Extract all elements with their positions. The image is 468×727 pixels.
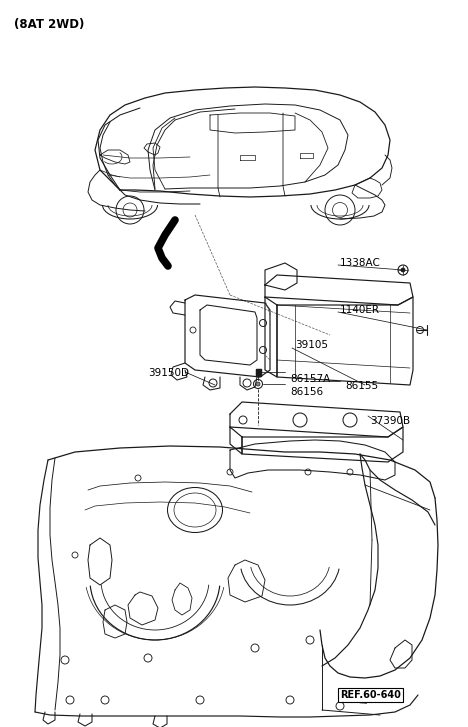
Circle shape bbox=[401, 268, 405, 272]
Text: 86157A: 86157A bbox=[290, 374, 330, 384]
Circle shape bbox=[256, 382, 260, 386]
Text: 37390B: 37390B bbox=[370, 416, 410, 426]
Text: REF.60-640: REF.60-640 bbox=[340, 690, 401, 700]
Text: 86155: 86155 bbox=[345, 381, 378, 391]
Text: 39150D: 39150D bbox=[148, 368, 189, 378]
Text: 1338AC: 1338AC bbox=[340, 258, 381, 268]
Text: 86156: 86156 bbox=[290, 387, 323, 397]
Polygon shape bbox=[256, 369, 261, 376]
Text: 39105: 39105 bbox=[295, 340, 328, 350]
Text: (8AT 2WD): (8AT 2WD) bbox=[14, 18, 84, 31]
Text: 1140ER: 1140ER bbox=[340, 305, 380, 315]
